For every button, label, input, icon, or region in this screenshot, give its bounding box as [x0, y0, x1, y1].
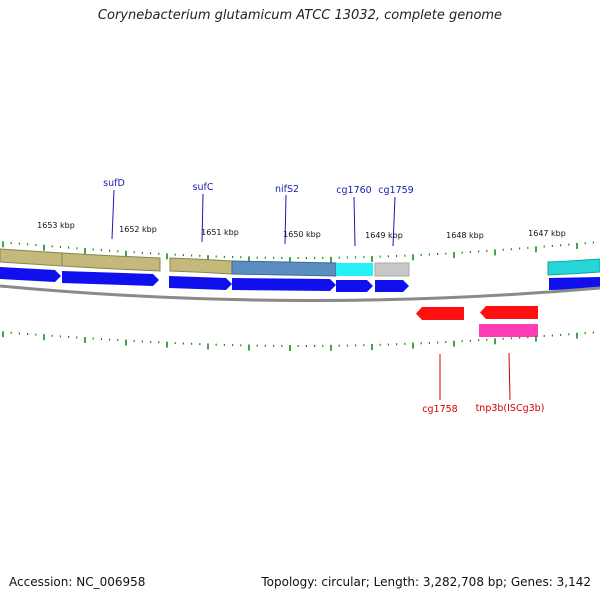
- kbp-scale: 1653 kbp 1652 kbp 1651 kbp 1650 kbp 1649…: [37, 221, 566, 240]
- cds-arrow: [169, 276, 232, 290]
- kbp-label: 1651 kbp: [201, 228, 239, 237]
- reverse-gene-labels: cg1758 tnp3b(ISCg3b): [422, 352, 545, 415]
- cds-arrow-cg1758: [416, 307, 464, 320]
- gene-band-right: [547, 258, 600, 276]
- gene-band-nifS2: [231, 260, 337, 277]
- kbp-label: 1650 kbp: [283, 230, 321, 239]
- gene-band-sufD: [61, 252, 161, 272]
- tick-row-upper: [2, 241, 595, 263]
- map-title: Corynebacterium glutamicum ATCC 13032, c…: [97, 8, 503, 23]
- cds-arrow-tnp3b: [480, 306, 538, 319]
- feature-bands: [0, 248, 600, 277]
- reverse-cds-arrows: [416, 306, 538, 337]
- cds-arrow: [549, 277, 600, 290]
- cds-arrow: [375, 280, 409, 292]
- gene-label-nifS2: nifS2: [275, 184, 299, 195]
- kbp-label: 1649 kbp: [365, 231, 403, 240]
- gene-label-tnp3b: tnp3b(ISCg3b): [476, 403, 545, 414]
- cds-arrow: [232, 278, 336, 291]
- gene-label-cg1759: cg1759: [378, 185, 413, 196]
- gene-label-cg1760: cg1760: [336, 185, 371, 196]
- forward-gene-labels: sufD sufC nifS2 cg1760 cg1759: [103, 178, 414, 247]
- gene-label-sufD: sufD: [103, 178, 125, 189]
- cds-arrow: [0, 267, 61, 282]
- gene-label-sufC: sufC: [193, 182, 214, 193]
- gene-label-cg1758: cg1758: [422, 404, 457, 415]
- genome-summary: Topology: circular; Length: 3,282,708 bp…: [261, 575, 591, 589]
- kbp-label: 1648 kbp: [446, 231, 484, 240]
- cds-arrow: [336, 280, 373, 292]
- gene-band-cg1760: [336, 263, 373, 276]
- gene-band-sufC: [169, 257, 233, 275]
- tick-row-lower: [2, 331, 595, 351]
- kbp-label: 1652 kbp: [119, 225, 157, 234]
- kbp-label: 1653 kbp: [37, 221, 75, 230]
- accession-label: Accession: NC_006958: [9, 575, 146, 589]
- gene-band-cg1759: [374, 262, 410, 277]
- genome-backbone: [0, 284, 600, 303]
- forward-cds-arrows: [0, 267, 600, 292]
- kbp-label: 1647 kbp: [528, 229, 566, 238]
- cds-arrow: [62, 271, 159, 286]
- gene-band-left: [0, 248, 63, 267]
- pseudo-gene-band: [479, 324, 538, 337]
